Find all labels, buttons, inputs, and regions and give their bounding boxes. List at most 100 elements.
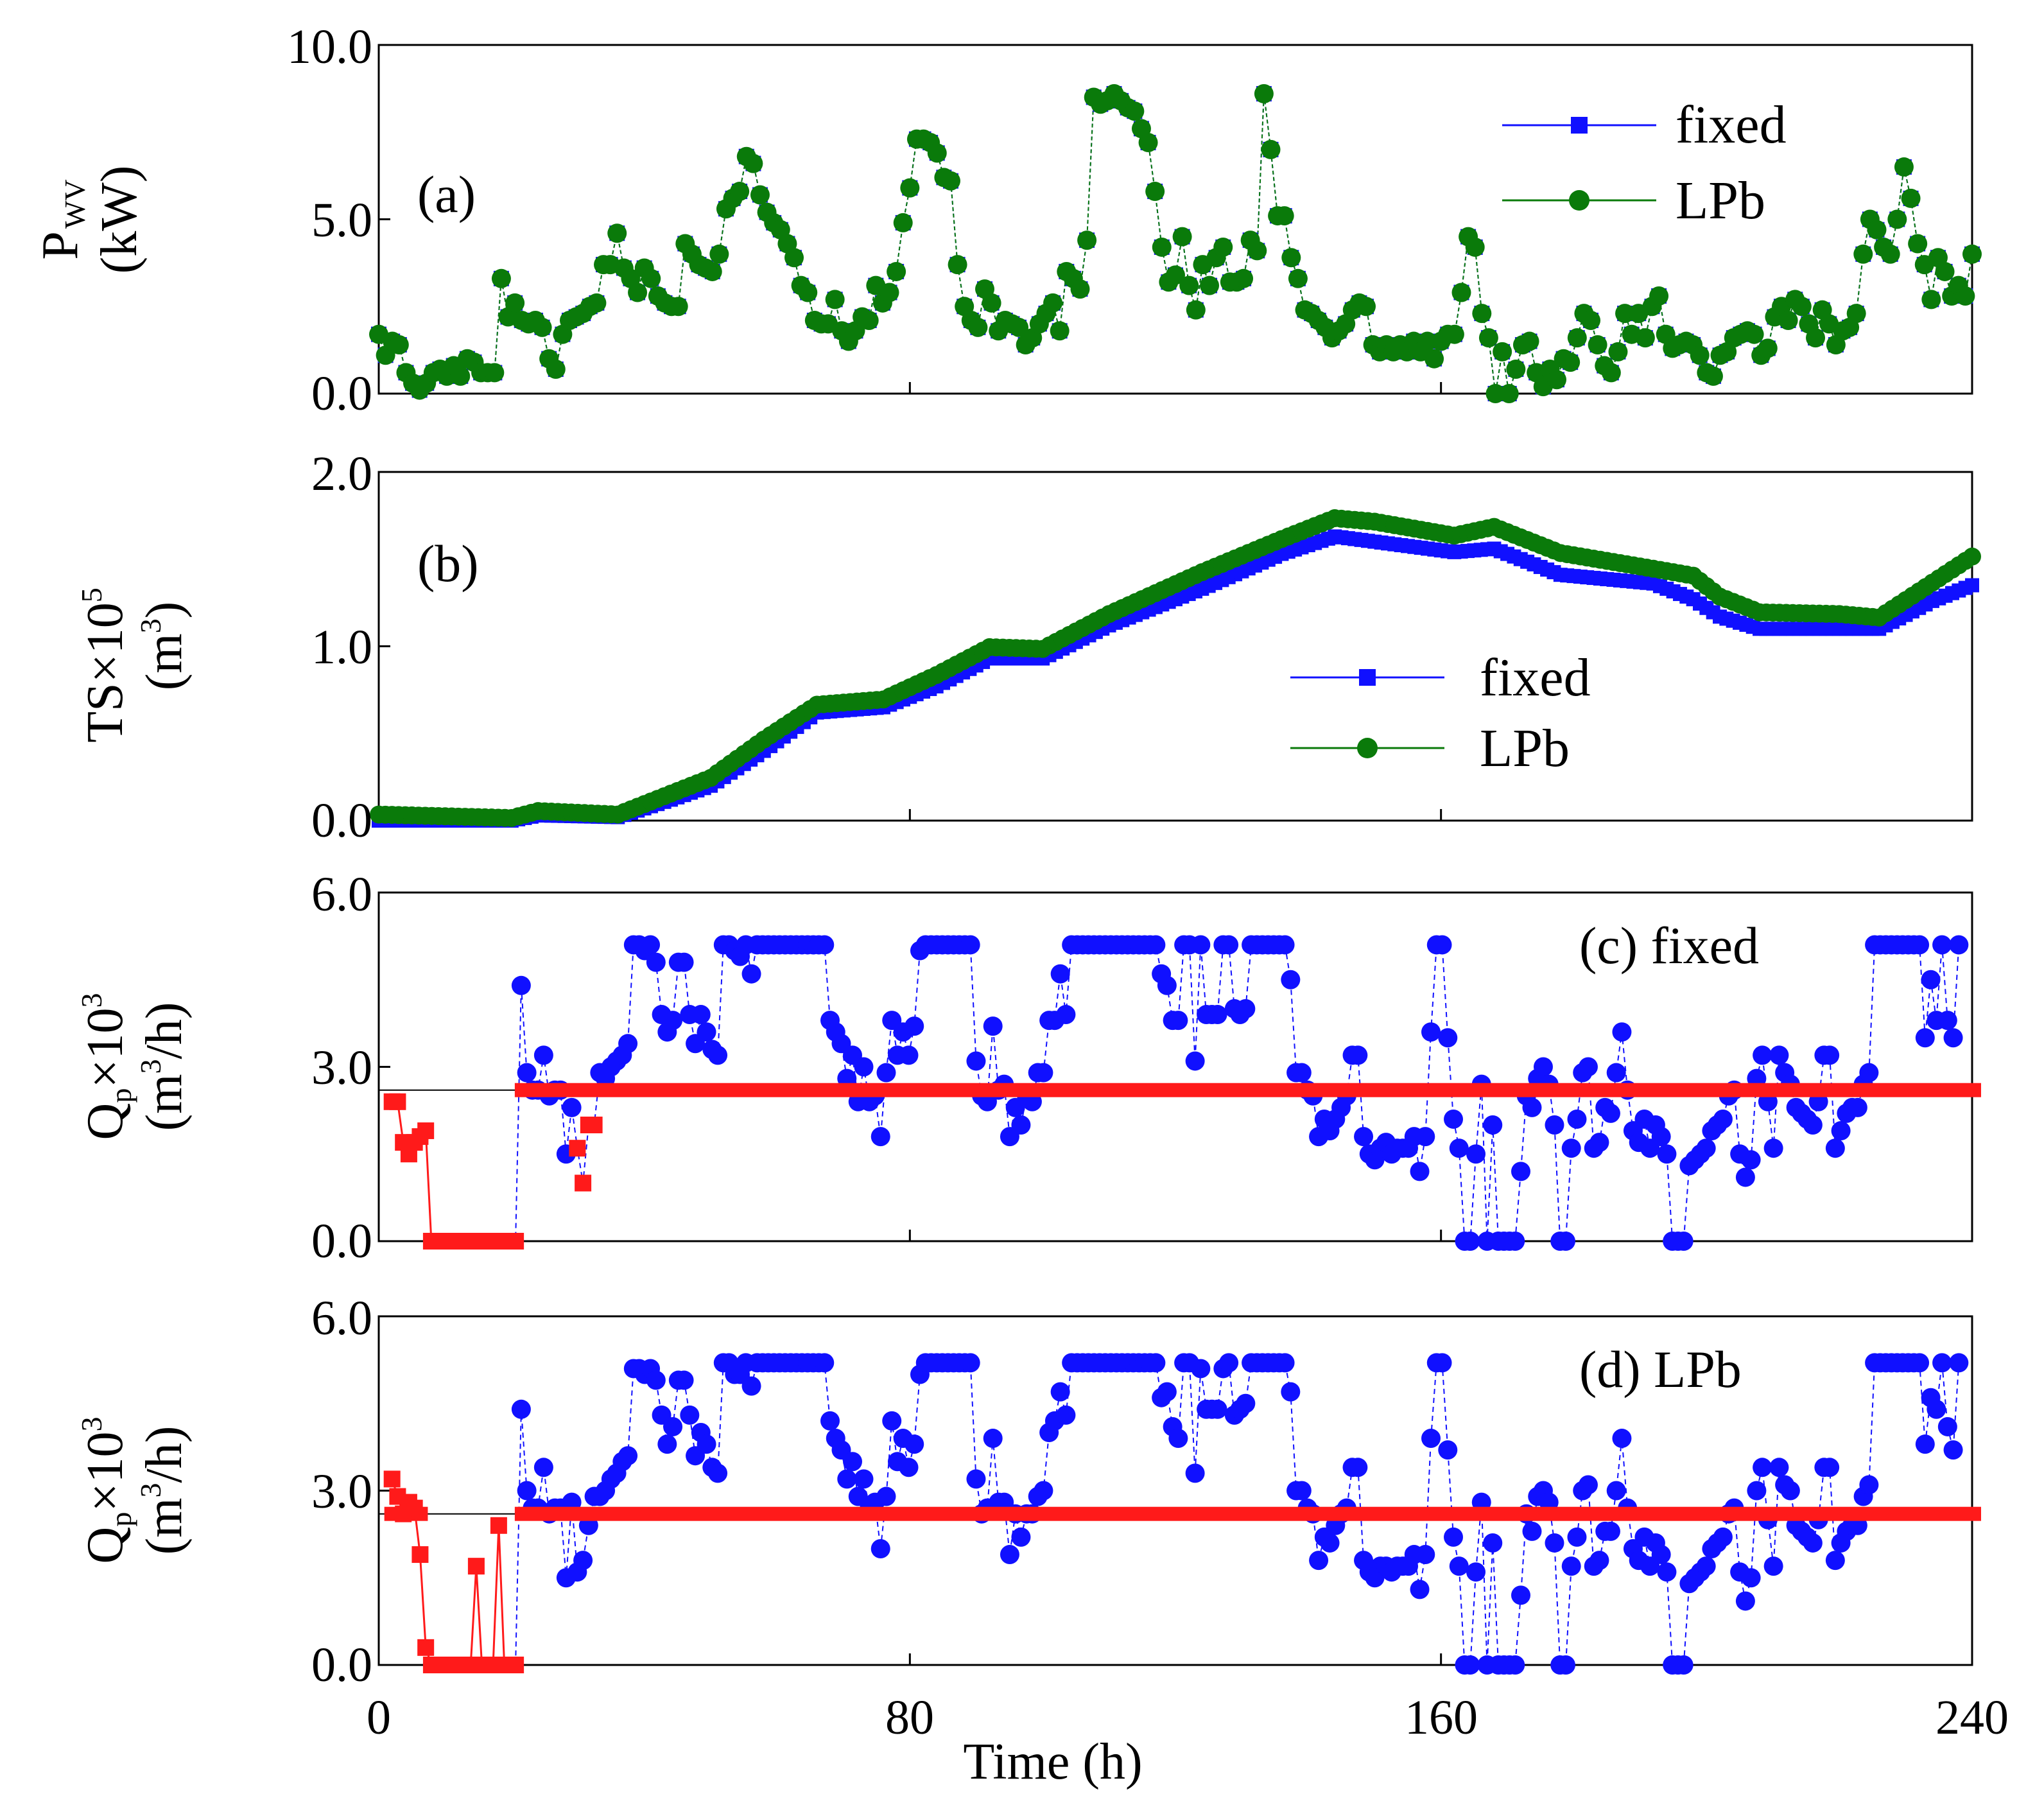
panel-d-point: [1561, 1556, 1581, 1576]
panel-c-point: [1915, 1028, 1935, 1048]
panel-c-point: [1275, 935, 1295, 955]
xtick-80: 80: [885, 1691, 934, 1745]
panel-c-point: [899, 1045, 919, 1065]
panel-a-LPb-point: [1880, 244, 1900, 264]
legend-a-fixed-label: fixed: [1676, 95, 1787, 155]
panel-d-point: [1168, 1429, 1188, 1449]
panel-d-point: [1460, 1655, 1480, 1675]
panel-c-point: [983, 1016, 1003, 1036]
panel-c-point: [1589, 1133, 1609, 1153]
panel-a-LPb-point: [1125, 101, 1145, 121]
panel-a-LPb-point: [1478, 328, 1498, 348]
panel-d-point: [1348, 1458, 1368, 1477]
panel-d-point: [1275, 1353, 1295, 1373]
panel-c-point: [815, 935, 835, 955]
panel-b-LPb-point: [1963, 547, 1981, 566]
panel-b-LPb-line: [378, 519, 1973, 822]
panel-d-point: [674, 1370, 694, 1390]
panel-d-point: [1600, 1521, 1620, 1541]
panel-c-point: [1511, 1162, 1530, 1181]
panel-d-point: [1696, 1556, 1716, 1576]
panel-c-point: [876, 1063, 896, 1083]
panel-d-point: [680, 1405, 700, 1425]
panel-d-red-point: [507, 1657, 524, 1673]
panel-d-point: [1056, 1405, 1076, 1425]
panel-d-point: [1741, 1568, 1761, 1588]
panel-d-point: [1713, 1527, 1733, 1547]
panel-d-point: [1910, 1353, 1930, 1373]
panel-d-point: [1949, 1353, 1969, 1373]
x-axis-title: Time (h): [963, 1734, 1142, 1790]
panel-c-point: [1848, 1097, 1867, 1117]
panel-d-point: [1651, 1545, 1671, 1565]
panel-d-point: [983, 1429, 1003, 1449]
panel-c-point: [1561, 1138, 1581, 1158]
panel-b-label: (b): [417, 534, 479, 593]
panel-d-point: [1309, 1551, 1329, 1571]
panel-a-LPb-point: [1356, 297, 1376, 317]
panel-c-ytick-mid: 3.0: [311, 1041, 372, 1095]
panel-d-point: [1146, 1353, 1166, 1373]
panel-a-LPb-point: [1778, 310, 1798, 330]
panel-c-point: [1421, 1022, 1441, 1042]
panel-c-point: [1859, 1063, 1879, 1083]
panel-c-point: [1763, 1138, 1783, 1158]
panel-a-LPb-point: [1608, 342, 1628, 362]
panel-a-legend: fixed LPb: [1502, 95, 1787, 231]
legend-b-fixed-marker: [1359, 669, 1376, 686]
panel-c-red-point: [585, 1117, 603, 1133]
panel-a-LPb-point: [1901, 188, 1921, 208]
panel-a-LPb-point: [1465, 237, 1485, 257]
panel-c-point: [1825, 1138, 1845, 1158]
panel-a-LPb-point: [1050, 321, 1070, 341]
panel-c-point: [663, 1011, 683, 1031]
panel-c-point: [1348, 1045, 1368, 1065]
panel-c-point: [533, 1045, 553, 1065]
panel-c-point: [517, 1063, 537, 1083]
panel-d-point: [1511, 1585, 1530, 1605]
panel-a-LPb-point: [1417, 331, 1437, 351]
panel-c-ytick-top: 6.0: [311, 867, 372, 921]
panel-a-LPb-point: [1444, 324, 1464, 344]
panel-d-point: [1421, 1429, 1441, 1449]
panel-c-point: [1555, 1232, 1575, 1251]
xtick-240: 240: [1936, 1691, 2009, 1745]
panel-d-point: [1185, 1463, 1205, 1483]
panel-a-LPb-point: [1234, 268, 1254, 288]
panel-b-fixed-point: [1965, 578, 1979, 593]
panel-c-point: [1410, 1162, 1430, 1181]
panel-c-point: [1932, 935, 1952, 955]
panel-a-LPb-point: [798, 283, 818, 302]
legend-a-lpb-marker: [1569, 190, 1589, 211]
panel-a-LPb-point: [505, 293, 525, 313]
panel-a-LPb-point: [1213, 237, 1233, 257]
panel-d-point: [657, 1434, 677, 1454]
panel-a-LPb-point: [1758, 338, 1778, 358]
panel-d-point: [1034, 1481, 1053, 1501]
panel-c-point: [1949, 935, 1969, 955]
panel-c-point: [691, 1005, 711, 1025]
panel-a-LPb-point: [887, 261, 906, 281]
panel-c-red-point: [389, 1093, 406, 1110]
panel-c-point: [1185, 1051, 1205, 1071]
panel-c-point: [1354, 1127, 1374, 1147]
panel-a-LPb-point: [1792, 297, 1812, 317]
panel-d-red-point: [417, 1639, 435, 1656]
panel-a-LPb-point: [389, 335, 409, 354]
panel-a-LPb-point: [1425, 349, 1444, 369]
panel-a-LPb-point: [1649, 286, 1669, 306]
panel-d-point: [1000, 1545, 1019, 1565]
panel-c-point: [1466, 1144, 1486, 1164]
panel-c-point: [1651, 1127, 1671, 1147]
panel-a-LPb-point: [1567, 328, 1587, 348]
panel-d-point: [1432, 1353, 1452, 1373]
panel-b-ytick-top: 2.0: [311, 447, 372, 501]
panel-d-point: [837, 1469, 857, 1489]
panel-a-LPb-point: [1472, 304, 1492, 324]
panel-d-point: [1522, 1521, 1542, 1541]
panel-a-LPb-point: [948, 255, 967, 275]
panel-a-LPb-point: [1546, 370, 1566, 390]
xtick-0: 0: [367, 1691, 391, 1745]
panel-b-plot: [370, 471, 1981, 828]
panel-a-LPb-point: [1261, 139, 1281, 159]
